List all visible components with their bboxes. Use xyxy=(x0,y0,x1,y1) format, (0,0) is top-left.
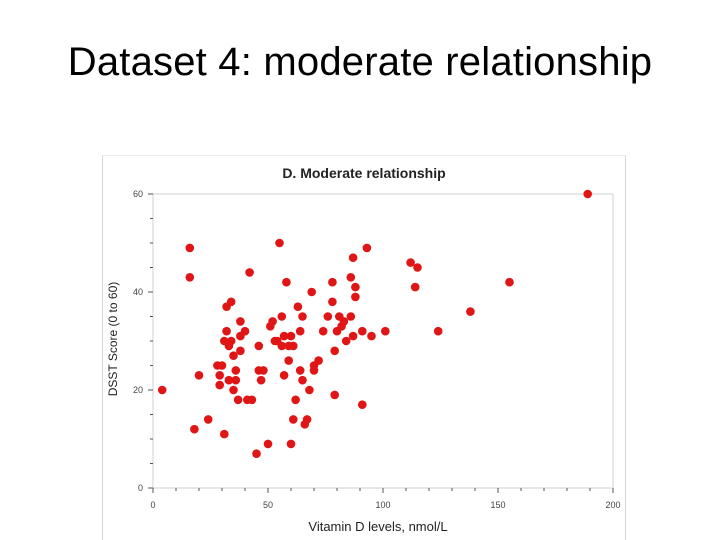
data-point xyxy=(314,356,323,365)
x-tick-label: 50 xyxy=(263,500,273,510)
data-point xyxy=(224,375,234,385)
data-point xyxy=(295,326,305,336)
data-point xyxy=(215,380,224,390)
data-point xyxy=(203,415,213,424)
x-tick-label: 150 xyxy=(490,500,505,510)
data-point xyxy=(367,331,376,341)
data-point xyxy=(254,341,264,351)
data-point xyxy=(307,287,316,297)
data-point xyxy=(226,297,236,307)
data-point xyxy=(413,263,422,272)
data-point xyxy=(362,243,372,253)
data-point xyxy=(406,258,415,267)
data-point xyxy=(247,395,257,405)
x-axis-ticks: 0 50 100 150 200 xyxy=(150,488,621,510)
data-point xyxy=(328,277,337,287)
data-point xyxy=(268,317,277,326)
data-point xyxy=(231,366,241,375)
data-point xyxy=(277,341,287,351)
data-point xyxy=(284,356,293,365)
data-point xyxy=(298,312,307,321)
data-point xyxy=(259,366,268,375)
chart-title: D. Moderate relationship xyxy=(282,165,445,181)
data-point xyxy=(263,439,273,449)
data-point xyxy=(277,312,287,321)
data-point xyxy=(194,371,204,380)
data-point xyxy=(185,273,195,282)
data-point xyxy=(275,238,284,248)
data-point xyxy=(220,429,229,439)
data-point xyxy=(381,326,390,336)
data-point xyxy=(286,331,296,341)
scatter-chart: D. Moderate relationship 0 50 100 150 200 0 2… xyxy=(106,165,621,534)
data-point xyxy=(298,375,307,385)
data-point xyxy=(240,326,250,336)
data-point xyxy=(348,331,358,341)
data-point xyxy=(583,189,592,199)
y-axis-label: DSST Score (0 to 60) xyxy=(106,282,120,397)
data-point xyxy=(185,243,195,253)
data-point xyxy=(279,331,289,341)
x-axis-label: Vitamin D levels, nmol/L xyxy=(308,519,447,534)
data-point xyxy=(295,366,305,375)
data-point xyxy=(236,317,245,326)
x-tick-label: 200 xyxy=(605,500,620,510)
data-point xyxy=(339,317,349,326)
x-tick-label: 0 xyxy=(150,500,155,510)
data-point xyxy=(358,400,367,409)
data-point xyxy=(351,282,360,292)
chart-panel: D. Moderate relationship 0 50 100 150 200 0 2… xyxy=(102,155,626,540)
x-tick-label: 100 xyxy=(375,500,390,510)
y-tick-label: 0 xyxy=(138,483,143,493)
data-point xyxy=(236,346,245,356)
data-point xyxy=(233,395,243,405)
data-point xyxy=(245,268,254,277)
data-point xyxy=(190,424,199,434)
data-point xyxy=(291,395,300,405)
data-point xyxy=(302,415,312,424)
data-point xyxy=(330,390,339,400)
data-point xyxy=(293,302,303,311)
data-point xyxy=(229,351,238,360)
data-point xyxy=(222,326,231,336)
data-point xyxy=(341,336,351,346)
data-point xyxy=(433,326,443,336)
y-tick-label: 40 xyxy=(133,287,143,297)
data-point xyxy=(289,415,298,424)
data-point xyxy=(410,282,420,292)
data-point xyxy=(466,307,475,316)
data-point xyxy=(351,292,360,302)
data-point xyxy=(348,253,358,262)
data-point xyxy=(279,371,289,380)
y-tick-label: 60 xyxy=(133,189,143,199)
data-point xyxy=(256,375,266,385)
y-tick-label: 20 xyxy=(133,385,143,395)
data-point xyxy=(330,346,339,356)
data-point xyxy=(289,341,298,351)
data-point xyxy=(231,375,241,385)
data-point xyxy=(328,297,337,307)
data-point xyxy=(305,385,314,395)
data-point xyxy=(215,371,224,380)
y-axis-ticks: 0 20 40 60 xyxy=(133,189,153,493)
data-point xyxy=(346,273,356,282)
data-point xyxy=(229,385,238,395)
data-point xyxy=(323,312,333,321)
data-point xyxy=(358,326,367,336)
data-point xyxy=(286,439,296,449)
data-point xyxy=(217,361,227,370)
data-point xyxy=(505,277,514,287)
slide-title: Dataset 4: moderate relationship xyxy=(67,40,653,84)
data-point xyxy=(157,385,167,395)
data-points xyxy=(157,189,592,459)
data-point xyxy=(282,277,291,287)
data-point xyxy=(346,312,356,321)
data-point xyxy=(252,449,261,459)
data-point xyxy=(318,326,328,336)
data-point xyxy=(226,336,236,346)
